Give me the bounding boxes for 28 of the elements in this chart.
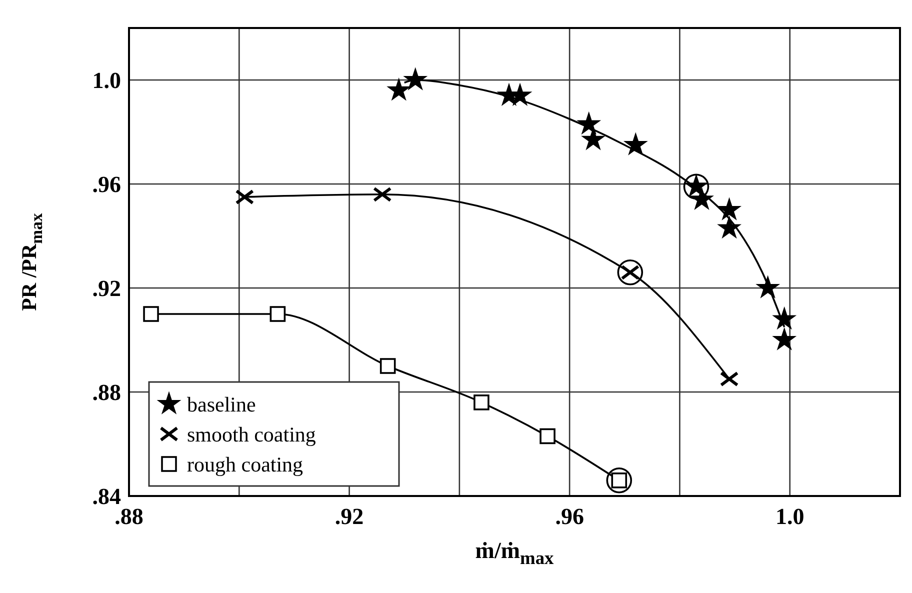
point xyxy=(772,307,796,329)
point xyxy=(474,394,490,410)
point xyxy=(617,260,644,286)
legend-label: baseline xyxy=(187,392,256,416)
point xyxy=(235,190,254,204)
point xyxy=(690,188,714,210)
legend-label: smooth coating xyxy=(187,422,316,446)
x-tick-label: .96 xyxy=(555,504,584,529)
x-tick-label: .92 xyxy=(334,504,364,529)
point xyxy=(606,468,632,494)
point xyxy=(372,186,392,202)
point xyxy=(624,133,648,155)
point xyxy=(270,306,286,322)
point xyxy=(720,372,739,386)
point xyxy=(143,306,159,322)
point xyxy=(772,328,796,350)
y-tick-label: .92 xyxy=(92,276,121,302)
y-tick-label: .88 xyxy=(92,380,121,406)
y-tick-label: 1.0 xyxy=(92,68,121,94)
point xyxy=(540,428,556,444)
point xyxy=(387,78,410,100)
point xyxy=(380,358,396,374)
x-axis-title: ṁ/ṁ$_{max}$ xyxy=(475,538,555,568)
point xyxy=(718,216,741,238)
legend-label: rough coating xyxy=(187,452,304,476)
x-tick-label: 1.0 xyxy=(775,504,804,529)
point xyxy=(718,198,741,220)
y-tick-label: .96 xyxy=(92,172,121,198)
